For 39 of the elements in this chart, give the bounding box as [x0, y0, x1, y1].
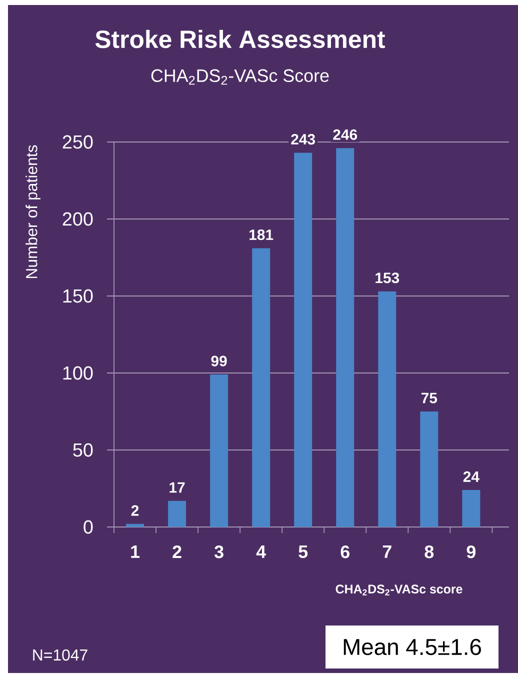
chart-subtitle: CHA$_{2}$DS$_{2}$-VASc Score [151, 69, 329, 85]
data-label: 243 [291, 134, 316, 145]
data-label: 153 [376, 272, 400, 284]
y-tick-label: 50 [73, 443, 93, 457]
x-tick-label: 3 [214, 546, 224, 558]
bar [210, 374, 228, 527]
y-tick-label: 100 [63, 366, 93, 380]
data-label: 99 [211, 356, 227, 366]
y-axis-title: Number of patients [26, 145, 40, 278]
x-tick-label: 6 [340, 546, 350, 558]
bar [420, 412, 438, 527]
bar [252, 248, 270, 527]
y-tick-label: 250 [62, 135, 93, 149]
y-tick-label: 200 [62, 212, 93, 226]
bar [126, 524, 144, 527]
x-tick-label: 2 [172, 546, 182, 558]
data-label: 17 [170, 482, 185, 493]
bar [378, 291, 396, 527]
x-tick-label: 9 [466, 546, 476, 558]
x-tick-label: 1 [131, 546, 140, 558]
x-tick-label: 7 [382, 546, 392, 558]
data-label: 2 [131, 505, 139, 516]
data-label: 75 [421, 392, 438, 404]
data-label: 181 [250, 229, 274, 240]
x-tick-label: 5 [298, 546, 308, 558]
bar [462, 490, 480, 527]
text: N=1047 [33, 649, 88, 661]
x-tick-label: 4 [256, 546, 266, 558]
x-tick-label: 8 [424, 546, 434, 558]
bar [168, 500, 186, 527]
bar [294, 152, 312, 527]
y-tick-label: 0 [84, 520, 93, 534]
bar [336, 148, 354, 527]
y-tick-label: 150 [63, 289, 93, 303]
chart-title: Stroke Risk Assessment [95, 30, 385, 48]
x-axis-title: CHA$_{2}$DS$_{2}$-VASc score [336, 584, 462, 596]
data-label: 24 [463, 471, 480, 482]
data-label: 246 [333, 129, 358, 140]
text: Mean 4.5±1.6 [344, 638, 481, 656]
